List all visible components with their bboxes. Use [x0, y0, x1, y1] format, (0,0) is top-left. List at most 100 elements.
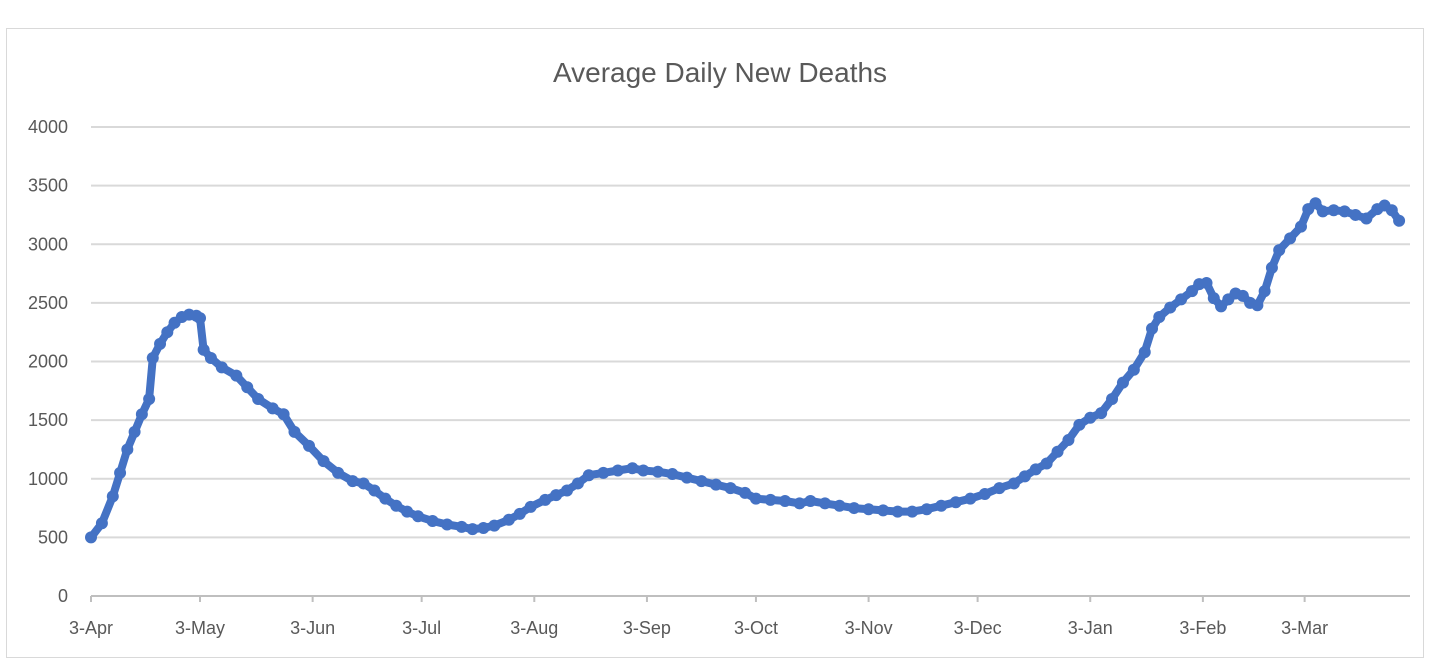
data-point [1349, 208, 1362, 221]
data-point [85, 531, 97, 544]
data-point [949, 496, 962, 509]
data-point [197, 343, 210, 356]
data-point [1153, 310, 1166, 323]
data-point [891, 505, 904, 518]
y-tick-label: 0 [58, 586, 68, 606]
data-point [1164, 301, 1177, 314]
data-point [749, 492, 762, 505]
data-point [466, 523, 479, 536]
data-point [241, 381, 254, 394]
x-tick-label: 3-Jun [290, 618, 335, 638]
data-point [1073, 418, 1086, 431]
gridlines [91, 126, 1410, 539]
data-point [143, 393, 156, 406]
x-tick-label: 3-Aug [510, 618, 558, 638]
data-point [161, 326, 174, 339]
data-point [804, 495, 817, 508]
data-point [1116, 376, 1129, 389]
data-point [230, 369, 243, 382]
data-point [1146, 322, 1159, 335]
y-tick-label: 4000 [28, 117, 68, 137]
data-point [277, 408, 290, 421]
data-point [146, 351, 159, 364]
data-point [303, 439, 316, 452]
data-point [651, 465, 664, 478]
data-point [502, 513, 515, 526]
data-point [539, 493, 552, 506]
data-point [390, 499, 403, 512]
data-point [317, 455, 330, 468]
data-point [1338, 205, 1351, 218]
data-point [128, 425, 141, 438]
x-tick-label: 3-Oct [734, 618, 778, 638]
y-tick-label: 500 [38, 527, 68, 547]
data-point [779, 495, 792, 508]
data-point [993, 482, 1006, 495]
x-tick-label: 3-Jan [1068, 618, 1113, 638]
data-point [724, 482, 737, 495]
data-point [920, 503, 933, 516]
data-point [1084, 411, 1097, 424]
data-point [764, 493, 777, 506]
data-point [266, 402, 279, 415]
data-point [346, 475, 359, 488]
y-axis-ticks: 0 500 1000 1500 2000 2500 3000 3500 4000 [28, 117, 68, 606]
y-tick-label: 3500 [28, 176, 68, 196]
data-point [1284, 232, 1297, 245]
data-point [1127, 363, 1140, 376]
data-point [626, 462, 639, 475]
data-point [964, 492, 977, 505]
y-tick-label: 2000 [28, 352, 68, 372]
data-point [252, 393, 265, 406]
x-tick-label: 3-Feb [1179, 618, 1226, 638]
data-point [1175, 293, 1188, 306]
data-point [680, 471, 693, 484]
data-point [833, 499, 846, 512]
data-point [862, 503, 875, 516]
x-axis: 3-Apr 3-May 3-Jun 3-Jul 3-Aug 3-Sep 3-Oct 3-Nov… [69, 595, 1410, 638]
data-point [709, 478, 722, 491]
data-point [637, 464, 650, 477]
data-point [561, 484, 574, 497]
data-point [1294, 220, 1307, 233]
data-point [357, 477, 370, 490]
data-point [106, 490, 119, 503]
data-point [114, 466, 127, 479]
data-point [1207, 292, 1220, 305]
x-tick-label: 3-Mar [1281, 618, 1328, 638]
data-point [288, 425, 301, 438]
y-tick-label: 2500 [28, 293, 68, 313]
data-point [215, 361, 228, 374]
data-point [550, 489, 563, 502]
x-tick-label: 3-Apr [69, 618, 113, 638]
data-point [1007, 477, 1020, 490]
data-point [513, 507, 526, 520]
data-point [1095, 407, 1108, 420]
data-point [95, 517, 108, 530]
data-point [1018, 470, 1031, 483]
data-point [666, 468, 679, 481]
data-point [695, 475, 708, 488]
data-point [412, 510, 425, 523]
data-point [524, 500, 537, 513]
data-point [877, 504, 890, 517]
data-point [477, 521, 490, 534]
data-point [571, 477, 584, 490]
data-point [906, 505, 919, 518]
chart-frame [6, 28, 1424, 658]
data-point [1106, 393, 1119, 406]
data-point [379, 492, 392, 505]
data-point [135, 408, 148, 421]
data-point [1051, 445, 1064, 458]
data-point [1309, 197, 1322, 210]
data-point [455, 520, 468, 533]
data-point [1029, 463, 1042, 476]
data-point [1327, 204, 1340, 217]
data-point [368, 484, 381, 497]
x-tick-label: 3-Sep [623, 618, 671, 638]
data-point [441, 518, 454, 531]
data-point [1040, 457, 1053, 470]
y-tick-label: 1000 [28, 469, 68, 489]
x-tick-label: 3-Jul [402, 618, 441, 638]
